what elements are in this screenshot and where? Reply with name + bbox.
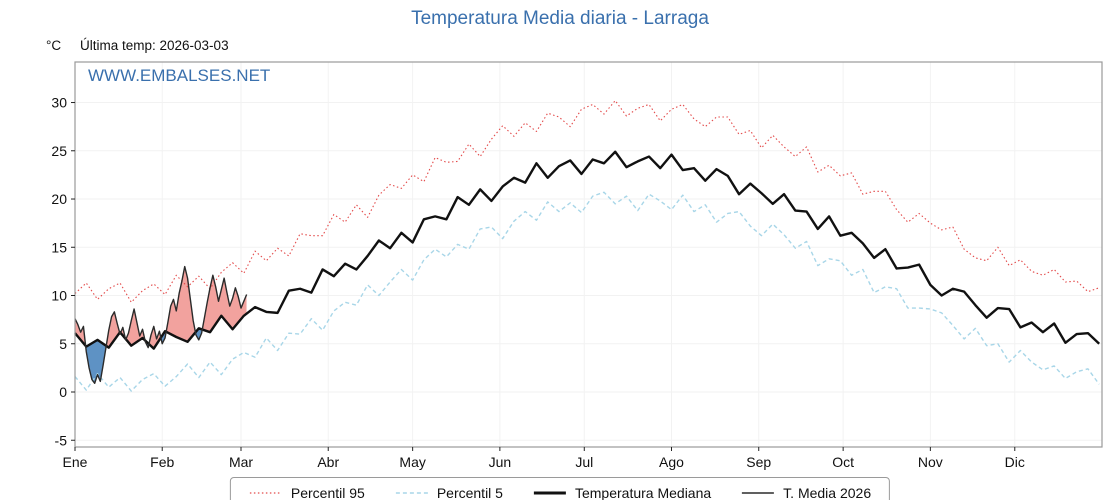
legend-label-percentil5: Percentil 5: [436, 485, 503, 500]
x-tick-label: Dic: [1005, 454, 1025, 470]
x-tick-label: May: [399, 454, 425, 470]
x-tick-label: Jul: [575, 454, 593, 470]
mediana-line: [74, 150, 1101, 350]
y-tick-label: 20: [51, 191, 67, 207]
above-median-fill: [75, 266, 247, 349]
legend-item-percentil5: Percentil 5: [395, 485, 503, 500]
chart-title: Temperatura Media diaria - Larraga: [411, 8, 709, 29]
x-tick-label: Ene: [63, 454, 88, 470]
y-tick-label: 15: [51, 239, 67, 255]
watermark-text: WWW.EMBALSES.NET: [88, 66, 271, 85]
percentil5-line: [74, 191, 1100, 392]
x-tick-label: Mar: [229, 454, 253, 470]
legend-item-percentil95: Percentil 95: [249, 485, 365, 500]
x-tick-label: Oct: [832, 454, 854, 470]
y-tick-label: 5: [59, 336, 67, 352]
legend-label-mediana: Temperatura Mediana: [574, 485, 712, 500]
last-temp-label: Última temp: 2026-03-03: [80, 38, 229, 53]
legend-item-tmedia2026: T. Media 2026: [741, 485, 871, 500]
percentil95-line: [74, 100, 1100, 303]
x-tick-label: Sep: [746, 454, 771, 470]
x-tick-label: Ago: [659, 454, 684, 470]
chart-legend: Percentil 95 Percentil 5 Temperatura Med…: [229, 477, 891, 500]
tmedia2026-line: [74, 265, 248, 385]
y-tick-label: 0: [59, 384, 67, 400]
legend-item-mediana: Temperatura Mediana: [533, 485, 711, 500]
y-axis-unit-label: °C: [46, 38, 62, 53]
x-tick-label: Nov: [918, 454, 943, 470]
legend-label-tmedia2026: T. Media 2026: [783, 485, 872, 500]
y-tick-label: 30: [51, 95, 67, 111]
x-tick-label: Jun: [489, 454, 512, 470]
plot-border: [74, 61, 1103, 448]
legend-line-mediana-icon: [533, 491, 566, 495]
y-tick-label: 25: [51, 143, 67, 159]
legend-line-percentil95-icon: [249, 492, 282, 494]
x-tick-label: Feb: [150, 454, 174, 470]
legend-line-tmedia2026-icon: [742, 492, 775, 494]
legend-line-percentil5-icon: [395, 492, 428, 494]
y-tick-label: 10: [51, 288, 67, 304]
y-tick-label: -5: [55, 432, 68, 448]
below-median-fill: [75, 313, 247, 384]
x-tick-label: Abr: [317, 454, 339, 470]
legend-label-percentil95: Percentil 95: [290, 485, 365, 500]
